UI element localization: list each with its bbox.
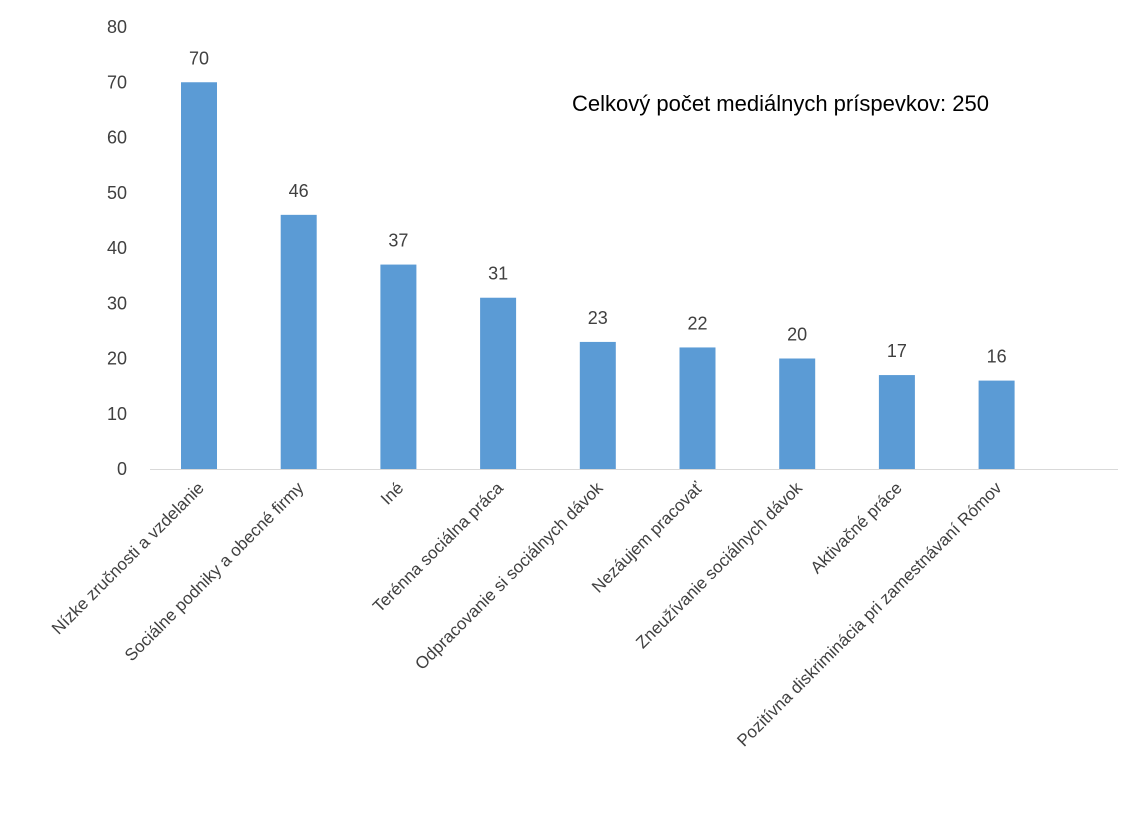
y-tick-label: 40 bbox=[107, 238, 127, 258]
category-label: Nezáujem pracovať bbox=[588, 478, 707, 597]
bar bbox=[579, 341, 616, 469]
data-label: 16 bbox=[987, 347, 1007, 367]
bar bbox=[679, 347, 716, 469]
data-label: 70 bbox=[189, 48, 209, 68]
y-tick-label: 30 bbox=[107, 293, 127, 313]
y-tick-label: 50 bbox=[107, 183, 127, 203]
y-tick-label: 70 bbox=[107, 72, 127, 92]
data-label: 17 bbox=[887, 341, 907, 361]
y-tick-label: 0 bbox=[117, 459, 127, 479]
data-labels: 70 46 37 31 23 22 20 17 16 bbox=[189, 48, 1007, 366]
y-tick-label: 10 bbox=[107, 404, 127, 424]
y-tick-label: 20 bbox=[107, 349, 127, 369]
data-label: 23 bbox=[588, 308, 608, 328]
category-label: Sociálne podniky a obecné firmy bbox=[121, 478, 308, 665]
data-label: 31 bbox=[488, 264, 508, 284]
y-axis-ticks: 0 10 20 30 40 50 60 70 80 bbox=[107, 17, 127, 479]
category-label: Zneužívanie sociálnych dávok bbox=[632, 478, 806, 652]
bar bbox=[878, 375, 915, 469]
category-label: Odpracovanie si sociálnych dávok bbox=[411, 478, 607, 674]
data-label: 46 bbox=[289, 181, 309, 201]
category-label: Aktivačné práce bbox=[807, 478, 906, 577]
bar bbox=[480, 297, 517, 469]
chart-annotation: Celkový počet mediálnych príspevkov: 250 bbox=[572, 91, 989, 116]
bar bbox=[978, 380, 1015, 469]
bar bbox=[779, 358, 816, 469]
bar bbox=[380, 264, 417, 469]
data-label: 22 bbox=[687, 313, 707, 333]
y-tick-label: 80 bbox=[107, 17, 127, 37]
y-tick-label: 60 bbox=[107, 128, 127, 148]
bar bbox=[280, 214, 317, 469]
data-label: 37 bbox=[388, 231, 408, 251]
bars bbox=[181, 82, 1015, 469]
category-label: Iné bbox=[377, 478, 407, 508]
data-label: 20 bbox=[787, 325, 807, 345]
bar bbox=[181, 82, 217, 469]
